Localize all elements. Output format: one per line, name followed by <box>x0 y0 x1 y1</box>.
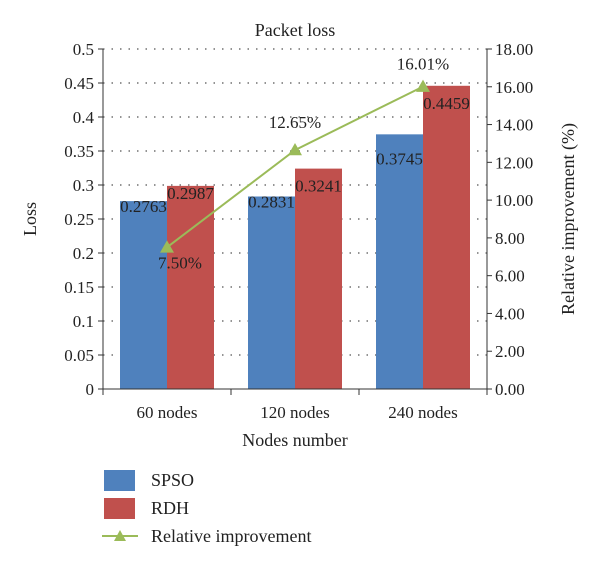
point-relative-improvement-0 <box>160 240 174 253</box>
label-layer: 0.2763 0.2831 0.3745 0.2987 0.3241 0.4459 7.50… <box>120 55 470 273</box>
y-tick-label-3: 0.15 <box>64 278 94 297</box>
y-tick-label-0: 0 <box>86 380 95 399</box>
data-label-rdh-2: 0.4459 <box>423 94 470 113</box>
point-relative-improvement-1 <box>288 143 302 156</box>
y-tick-label-6: 0.3 <box>73 176 94 195</box>
data-label-rdh-0: 0.2987 <box>167 184 214 203</box>
y-tick-label-8: 0.4 <box>73 108 95 127</box>
bar-rdh-2 <box>423 85 470 390</box>
bar-spso-1 <box>248 196 295 389</box>
y-tick-label-1: 0.05 <box>64 346 94 365</box>
y-tick-label-2: 0.1 <box>73 312 94 331</box>
y2-tick-label-3: 6.00 <box>495 267 525 286</box>
y-tick-label-5: 0.25 <box>64 210 94 229</box>
line-layer <box>160 79 430 253</box>
y2-tick-label-6: 12.00 <box>495 153 533 172</box>
chart-title: Packet loss <box>255 20 336 40</box>
legend-label-rdh: RDH <box>151 498 189 518</box>
x-tick-label-0: 60 nodes <box>137 403 198 422</box>
data-label-relative-improvement-0: 7.50% <box>158 253 202 272</box>
bar-spso-0 <box>120 201 167 389</box>
y-tick-label-10: 0.5 <box>73 40 94 59</box>
y2-tick-label-7: 14.00 <box>495 116 533 135</box>
bar-rdh-0 <box>167 185 214 389</box>
axis-layer: 0 0.05 0.1 0.15 0.2 0.25 0.3 0.35 0.4 0.45 0.5 0.00… <box>64 40 533 422</box>
bar-layer <box>120 85 470 390</box>
data-label-spso-2: 0.3745 <box>376 149 423 168</box>
y-axis-title: Loss <box>20 202 40 236</box>
y2-tick-label-2: 4.00 <box>495 304 525 323</box>
y2-tick-label-1: 2.00 <box>495 342 525 361</box>
point-relative-improvement-2 <box>416 79 430 92</box>
bar-spso-2 <box>376 134 423 389</box>
y2-tick-label-4: 8.00 <box>495 229 525 248</box>
data-label-relative-improvement-1: 12.65% <box>269 113 321 132</box>
y2-tick-label-5: 10.00 <box>495 191 533 210</box>
y-tick-label-7: 0.35 <box>64 142 94 161</box>
bar-rdh-1 <box>295 168 342 389</box>
legend-label-relative-improvement: Relative improvement <box>151 526 311 546</box>
data-label-relative-improvement-2: 16.01% <box>397 55 449 74</box>
legend-swatch-spso <box>104 470 135 491</box>
y2-tick-label-9: 18.00 <box>495 40 533 59</box>
data-label-spso-1: 0.2831 <box>248 192 295 211</box>
data-label-spso-0: 0.2763 <box>120 197 167 216</box>
x-tick-label-1: 120 nodes <box>260 403 329 422</box>
y-tick-label-4: 0.2 <box>73 244 94 263</box>
legend-label-spso: SPSO <box>151 470 194 490</box>
legend: SPSO RDH Relative improvement <box>102 470 311 546</box>
y2-tick-label-8: 16.00 <box>495 78 533 97</box>
y2-tick-label-0: 0.00 <box>495 380 525 399</box>
y-tick-label-9: 0.45 <box>64 74 94 93</box>
x-axis-title: Nodes number <box>242 430 347 450</box>
y2-axis-title: Relative improvement (%) <box>558 123 579 315</box>
data-label-rdh-1: 0.3241 <box>295 177 342 196</box>
x-tick-label-2: 240 nodes <box>388 403 457 422</box>
legend-marker-relative-improvement <box>114 530 126 541</box>
legend-swatch-rdh <box>104 498 135 519</box>
